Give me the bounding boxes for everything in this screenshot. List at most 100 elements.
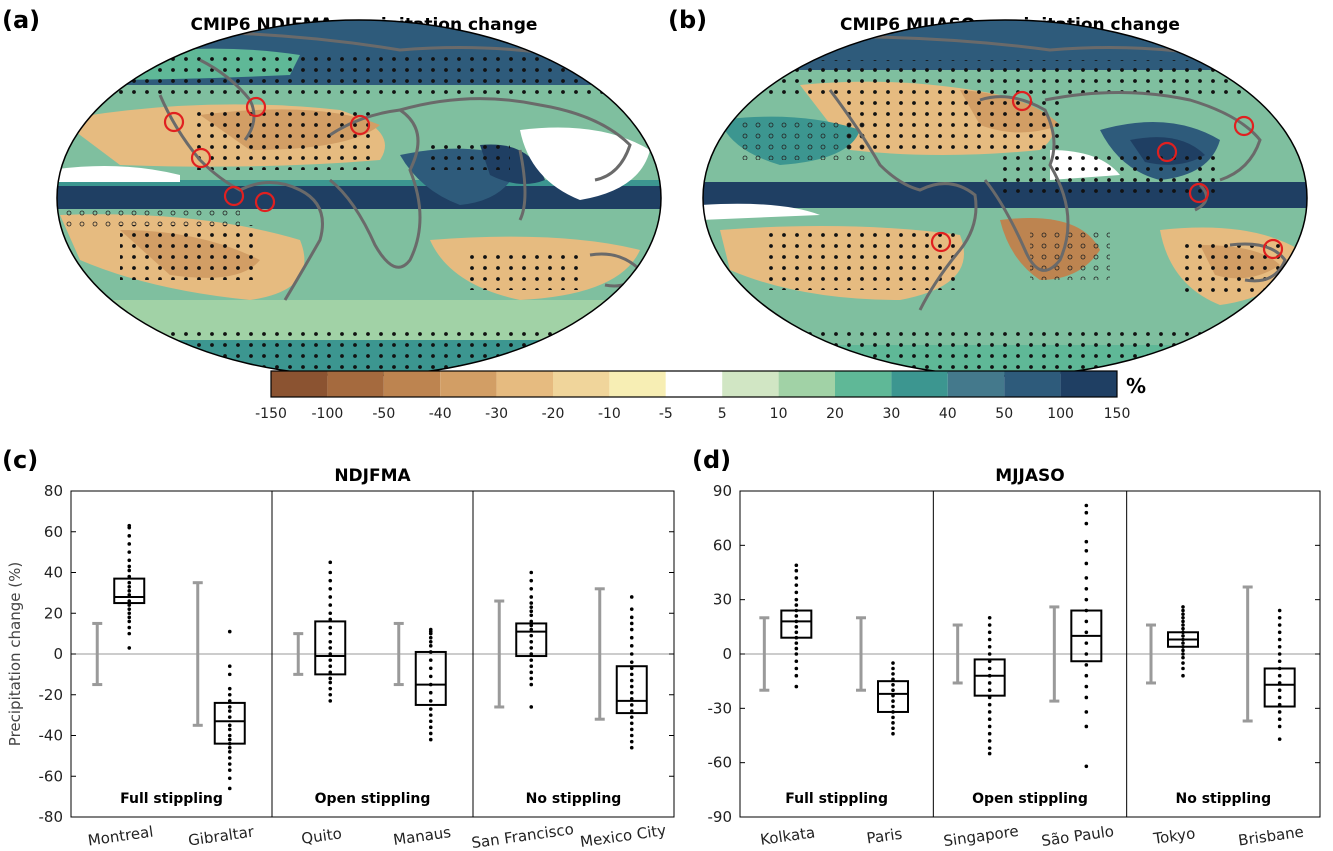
model-point: [328, 692, 333, 697]
model-point: [794, 563, 799, 568]
model-point: [1277, 673, 1282, 678]
category-label: Gibraltar: [187, 822, 256, 849]
box: [973, 658, 1006, 697]
model-point: [794, 646, 799, 651]
model-point: [794, 590, 799, 595]
model-point: [428, 690, 433, 695]
model-point: [629, 721, 634, 726]
y-tick-label: 0: [722, 645, 732, 663]
colorbar-tick-label: -50: [372, 406, 395, 422]
model-point: [529, 658, 534, 662]
model-point: [629, 678, 634, 683]
colorbar-swatch: [891, 371, 948, 397]
model-point: [1181, 666, 1185, 671]
model-point: [328, 631, 333, 636]
group-label: No stippling: [526, 791, 622, 807]
model-point: [1277, 724, 1282, 729]
model-point: [1181, 655, 1185, 660]
model-point: [529, 605, 534, 609]
model-point: [1181, 634, 1185, 638]
model-point: [529, 670, 534, 675]
model-point: [794, 684, 799, 689]
model-point: [629, 615, 634, 620]
model-point: [127, 523, 132, 528]
model-point: [529, 587, 534, 591]
colorbar-tick-label: -10: [598, 406, 621, 422]
model-point: [227, 723, 232, 728]
colorbar-swatch: [1004, 371, 1061, 397]
model-point: [1181, 623, 1185, 627]
model-point: [529, 676, 534, 681]
model-point: [428, 731, 433, 736]
model-point: [328, 680, 333, 685]
marker-san-francisco: [163, 111, 185, 133]
colorbar-tick-label: -20: [542, 406, 565, 422]
model-point: [987, 666, 992, 671]
panel-b-label: (b): [668, 6, 707, 34]
model-point: [1181, 605, 1185, 609]
category-label: Montreal: [87, 823, 155, 850]
y-tick-label: 20: [44, 604, 63, 622]
model-point: [227, 762, 232, 766]
marker-kolkata: [1156, 141, 1178, 163]
model-point: [629, 644, 634, 648]
model-point: [1277, 710, 1282, 714]
model-point: [794, 614, 799, 618]
model-point: [328, 587, 333, 591]
model-point: [1277, 637, 1282, 642]
model-point: [1181, 626, 1185, 631]
model-point: [629, 621, 634, 626]
colorbar-unit: %: [1126, 374, 1146, 398]
colorbar-frame: [270, 370, 1118, 398]
colorbar-swatch: [271, 371, 328, 397]
group-label: Open stippling: [315, 791, 431, 807]
model-point: [1277, 688, 1282, 693]
category-label: Quito: [300, 824, 343, 847]
colorbar-swatch: [665, 371, 723, 397]
model-point: [328, 625, 333, 630]
model-point: [891, 726, 895, 731]
colorbar-swatch: [835, 371, 892, 397]
model-point: [987, 644, 992, 649]
group-label: No stippling: [1175, 791, 1271, 807]
model-point: [629, 660, 634, 664]
model-point: [629, 715, 634, 719]
model-point: [1084, 503, 1089, 508]
model-point: [127, 558, 132, 563]
map-b: [703, 20, 1307, 376]
colorbar-tick-label: -5: [659, 406, 673, 422]
model-point: [891, 682, 895, 687]
model-point: [428, 719, 433, 724]
model-point: [1181, 619, 1185, 624]
model-point: [629, 607, 634, 611]
group-label: Open stippling: [972, 791, 1088, 807]
model-point: [428, 707, 433, 711]
model-point: [794, 603, 799, 607]
y-tick-label: 60: [44, 523, 63, 541]
model-point: [987, 623, 992, 627]
colorbar-tick-label: 10: [770, 406, 788, 422]
y-tick-label: 0: [53, 645, 63, 663]
category-label: Mexico City: [579, 821, 667, 851]
model-point: [1277, 717, 1282, 721]
model-point: [629, 672, 634, 677]
model-point: [891, 721, 895, 725]
y-tick-label: -30: [708, 699, 733, 717]
model-point: [629, 745, 634, 750]
panel-c-label: (c): [2, 446, 38, 474]
y-tick-label: 90: [713, 482, 732, 500]
colorbar-swatch: [778, 371, 835, 397]
model-point: [529, 623, 534, 628]
colorbar-swatch: [553, 371, 610, 397]
colorbar-swatch: [609, 371, 666, 397]
model-point: [1084, 539, 1089, 544]
model-point: [127, 615, 132, 620]
model-point: [227, 686, 232, 691]
model-point: [428, 737, 433, 742]
model-point: [1084, 724, 1089, 729]
model-point: [328, 646, 333, 650]
model-point: [227, 776, 232, 781]
colorbar: -150 -100 -50 -40 -30 -20 -10 -5 5 10 20 30 40 50 100 1…: [255, 370, 1130, 422]
model-point: [1084, 630, 1089, 635]
model-point: [529, 646, 534, 650]
